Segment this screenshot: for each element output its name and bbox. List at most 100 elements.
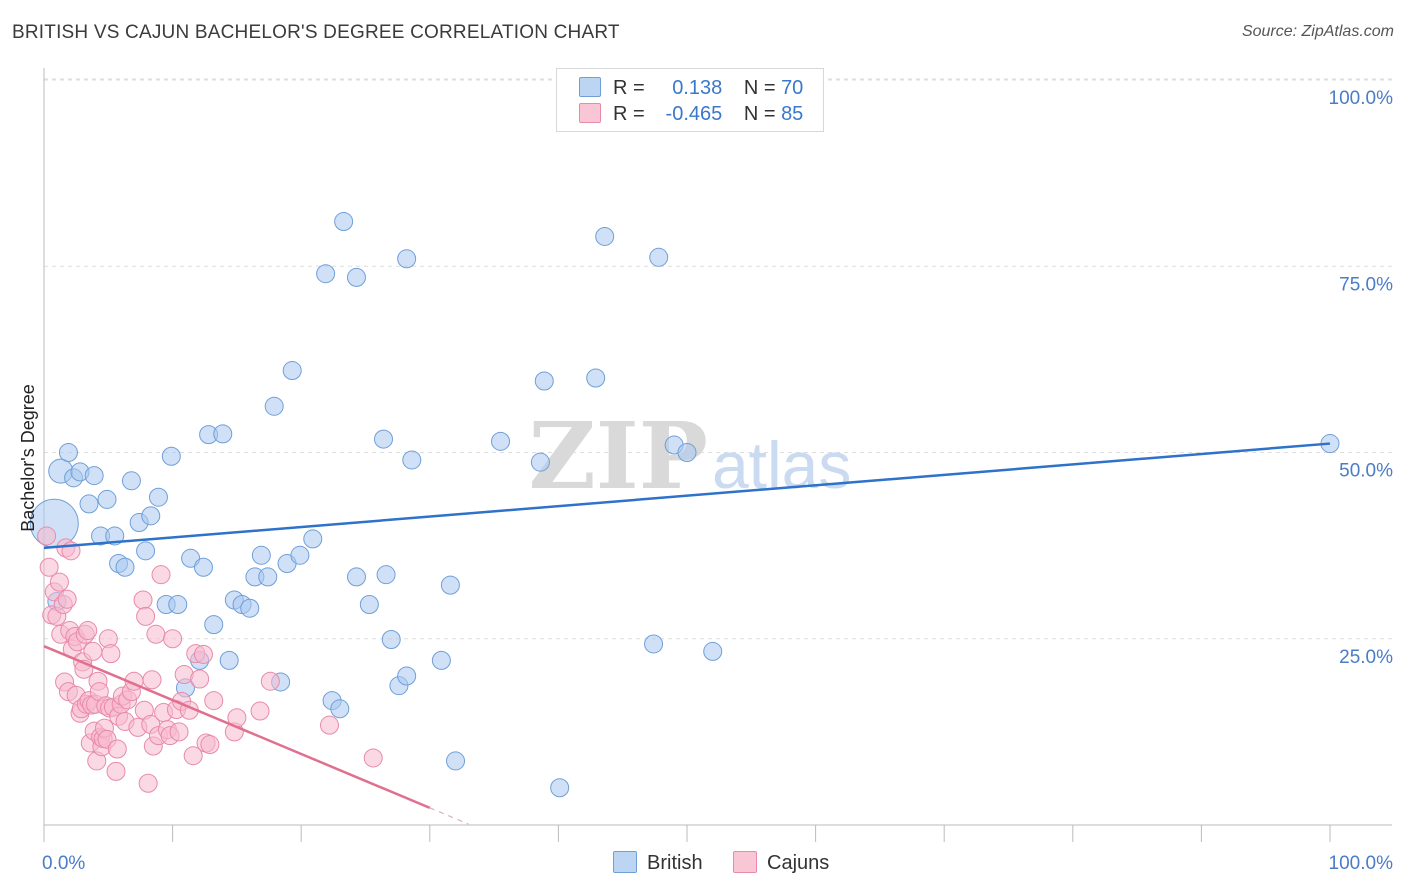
cajuns-point (183, 746, 203, 766)
y-tick-label: 100.0% (1329, 88, 1394, 109)
gridlines (44, 78, 1392, 640)
british-point (330, 699, 350, 719)
british-point (303, 529, 323, 549)
y-tick-label: 50.0% (1339, 461, 1393, 482)
cajuns-point (163, 629, 183, 649)
british-point (161, 446, 181, 466)
cajuns-point (250, 701, 270, 721)
british-point (586, 368, 606, 388)
british-point (79, 494, 99, 514)
cajuns-legend-label: Cajuns (767, 852, 830, 874)
british-point (446, 751, 466, 771)
cajuns-point (169, 722, 189, 742)
x-tick-label-min: 0.0% (42, 853, 85, 874)
cajuns-point (39, 557, 59, 577)
source-note: Source: ZipAtlas.com (1241, 23, 1394, 40)
cajuns-point (37, 526, 57, 546)
british-n-label: N = (743, 77, 776, 99)
y-tick-label: 75.0% (1339, 274, 1393, 295)
british-legend-swatch (613, 851, 637, 873)
chart-title: BRITISH VS CAJUN BACHELOR'S DEGREE CORRE… (12, 22, 620, 43)
tick-labels: 100.0% 75.0% 50.0% 25.0% 0.0% 100.0% (42, 88, 1393, 874)
cajuns-point (190, 669, 210, 689)
cajuns-point (78, 621, 98, 641)
british-point (530, 452, 550, 472)
watermark: ZIPatlas (529, 402, 852, 510)
british-point (121, 471, 141, 491)
british-point (213, 424, 233, 444)
british-point (193, 557, 213, 577)
series-cajuns (37, 526, 383, 793)
british-point (595, 226, 615, 246)
british-point (290, 545, 310, 565)
y-axis-label: Bachelor's Degree (18, 384, 38, 532)
british-n-value: 70 (781, 77, 804, 99)
british-point (219, 650, 239, 670)
british-point (397, 249, 417, 269)
british-point (374, 429, 394, 449)
cajuns-point (319, 715, 339, 735)
watermark-atlas: atlas (712, 428, 851, 502)
british-point (440, 575, 460, 595)
bottom-legend-british: British (613, 851, 703, 875)
british-point (677, 443, 697, 462)
british-point (649, 247, 669, 267)
british-point (376, 565, 396, 585)
british-point (58, 443, 78, 462)
watermark-zip: ZIP (529, 402, 708, 510)
british-point (84, 466, 104, 486)
cajuns-r-label: R = (613, 103, 645, 125)
trend-lines (43, 442, 1331, 825)
british-point (240, 598, 260, 618)
cajuns-point (83, 641, 103, 661)
british-point (105, 526, 125, 546)
british-point (204, 615, 224, 635)
cajuns-point (200, 735, 220, 755)
british-trend-line (43, 442, 1331, 550)
british-point (282, 361, 302, 381)
cajuns-point (363, 748, 383, 768)
cajuns-point (204, 691, 224, 711)
british-point (431, 650, 451, 670)
cajuns-n-label: N = (743, 103, 776, 125)
y-tick-label: 25.0% (1339, 647, 1393, 668)
british-point (334, 212, 354, 232)
british-point (346, 567, 366, 587)
x-tick-label-max: 100.0% (1329, 853, 1394, 874)
british-point (316, 264, 336, 284)
british-point (644, 634, 664, 654)
cajuns-point (142, 670, 162, 690)
cajuns-r-value: -0.465 (665, 103, 723, 125)
british-swatch (579, 77, 601, 97)
cajuns-trend-extension (429, 807, 469, 825)
cajuns-point (49, 572, 69, 592)
axes (43, 68, 1392, 842)
british-point (148, 487, 168, 507)
british-point (168, 594, 188, 614)
british-point (136, 541, 156, 561)
cajuns-point (101, 644, 121, 664)
british-point (258, 567, 278, 587)
british-point (264, 396, 284, 416)
british-point (115, 557, 135, 577)
british-point (97, 489, 117, 509)
british-point (251, 545, 271, 565)
british-point (346, 267, 366, 287)
legend-row-british: R = 0.138 N = 70 (579, 77, 803, 103)
british-point (381, 629, 401, 649)
british-r-label: R = (613, 77, 645, 99)
cajuns-point (193, 644, 213, 664)
cajuns-point (151, 565, 171, 585)
cajuns-legend-swatch (733, 851, 757, 873)
british-point (402, 450, 422, 470)
cajuns-point (133, 590, 153, 610)
cajuns-point (136, 606, 156, 626)
cajuns-point (57, 589, 77, 609)
cajuns-point (106, 761, 126, 781)
british-legend-label: British (647, 852, 703, 874)
cajuns-point (260, 671, 280, 691)
cajuns-swatch (579, 103, 601, 123)
british-point (703, 641, 723, 661)
british-point (550, 778, 570, 798)
